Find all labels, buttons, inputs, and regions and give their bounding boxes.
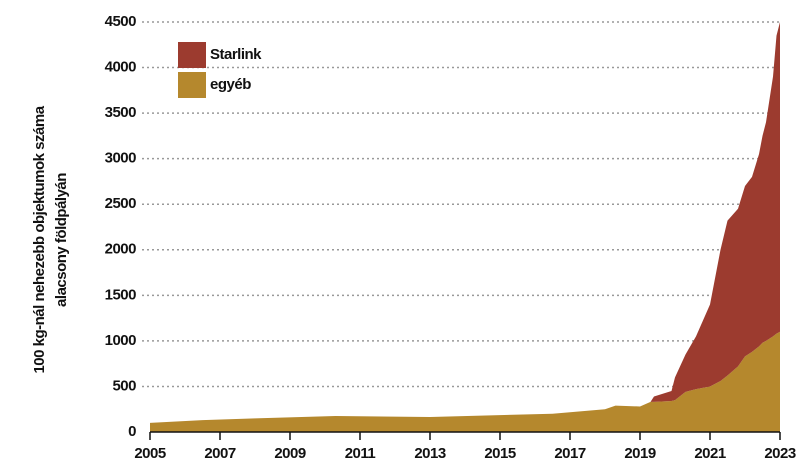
y-tick-label: 4500: [105, 13, 137, 30]
y-label-line: 100 kg-nál nehezebb objektumok száma: [31, 105, 48, 373]
legend-label: egyéb: [210, 76, 251, 93]
x-tick-label: 2013: [414, 445, 446, 462]
y-label-line: alacsony földpályán: [53, 173, 70, 307]
x-tick-label: 2023: [764, 445, 796, 462]
x-tick-label: 2019: [624, 445, 656, 462]
y-tick-label: 1000: [105, 332, 137, 349]
y-tick-label: 3000: [105, 150, 137, 167]
legend-swatch: [178, 42, 206, 68]
y-tick-label: 3500: [105, 104, 137, 121]
x-tick-label: 2009: [274, 445, 306, 462]
y-axis-label: 100 kg-nál nehezebb objektumok száma ala…: [31, 105, 70, 373]
x-tick-label: 2007: [204, 445, 236, 462]
area: [150, 22, 780, 423]
y-tick-label: 2000: [105, 241, 137, 258]
x-tick-label: 2005: [134, 445, 166, 462]
y-tick-label: 1500: [105, 286, 137, 303]
x-tick-label: 2011: [345, 445, 376, 462]
x-tick-label: 2015: [484, 445, 516, 462]
y-tick-label: 2500: [105, 195, 137, 212]
x-tick-label: 2021: [694, 445, 726, 462]
area: [150, 331, 780, 432]
x-tick-label: 2017: [554, 445, 586, 462]
legend-swatch: [178, 72, 206, 98]
y-tick-label: 0: [128, 423, 136, 440]
legend-label: Starlink: [210, 46, 262, 63]
y-tick-label: 500: [112, 377, 136, 394]
y-tick-label: 4000: [105, 59, 137, 76]
